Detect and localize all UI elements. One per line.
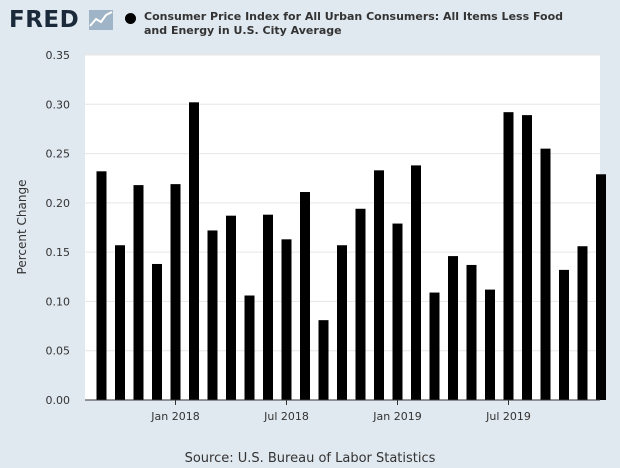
bar[interactable] [596, 174, 606, 400]
x-tick-label: Jan 2018 [150, 410, 199, 423]
chart-header: FRED Consumer Price Index for All Urban … [0, 0, 620, 50]
bar[interactable] [300, 192, 310, 400]
line-chart-icon [89, 10, 113, 30]
bar[interactable] [337, 245, 347, 400]
bar[interactable] [244, 295, 255, 400]
bar[interactable] [503, 112, 514, 401]
y-tick-label: 0.35 [46, 49, 71, 62]
y-tick-label: 0.05 [46, 345, 71, 358]
bar[interactable] [207, 230, 218, 400]
y-tick-label: 0.20 [46, 197, 71, 210]
bar[interactable] [374, 170, 384, 400]
bar[interactable] [355, 208, 366, 400]
x-axis-ticks: Jan 2018 Jul 2018 Jan 2019 Jul 2019 [150, 400, 531, 423]
bar[interactable] [577, 246, 588, 400]
bar[interactable] [429, 292, 440, 400]
bar[interactable] [448, 256, 458, 400]
bar[interactable] [411, 165, 421, 400]
bar[interactable] [226, 215, 236, 400]
bar[interactable] [540, 148, 551, 400]
bar[interactable] [392, 223, 403, 400]
legend-marker [125, 13, 136, 24]
bar[interactable] [152, 263, 162, 400]
y-axis-label: Percent Change [15, 179, 29, 275]
y-tick-label: 0.10 [46, 295, 71, 308]
y-axis-ticks: 0.00 0.05 0.10 0.15 0.20 0.25 0.30 0.35 [46, 49, 71, 407]
bar[interactable] [466, 264, 477, 400]
y-tick-label: 0.15 [46, 246, 71, 259]
y-tick-label: 0.30 [46, 98, 71, 111]
bar[interactable] [281, 239, 292, 400]
bar[interactable] [559, 269, 569, 400]
bar[interactable] [170, 184, 181, 400]
series-title: Consumer Price Index for All Urban Consu… [144, 10, 564, 37]
x-tick-label: Jul 2018 [263, 410, 309, 423]
bar[interactable] [522, 115, 532, 400]
bar[interactable] [96, 171, 107, 400]
bar[interactable] [263, 214, 273, 400]
fred-logo[interactable]: FRED [9, 7, 80, 33]
bar[interactable] [485, 289, 495, 400]
x-tick-label: Jan 2019 [372, 410, 421, 423]
source-note: Source: U.S. Bureau of Labor Statistics [184, 451, 436, 466]
bar[interactable] [318, 320, 329, 400]
bar[interactable] [115, 245, 125, 400]
y-tick-label: 0.25 [46, 148, 71, 161]
bar[interactable] [189, 102, 199, 401]
bar[interactable] [133, 185, 144, 400]
y-tick-label: 0.00 [46, 394, 71, 407]
x-tick-label: Jul 2019 [485, 410, 531, 423]
bars [96, 102, 606, 401]
